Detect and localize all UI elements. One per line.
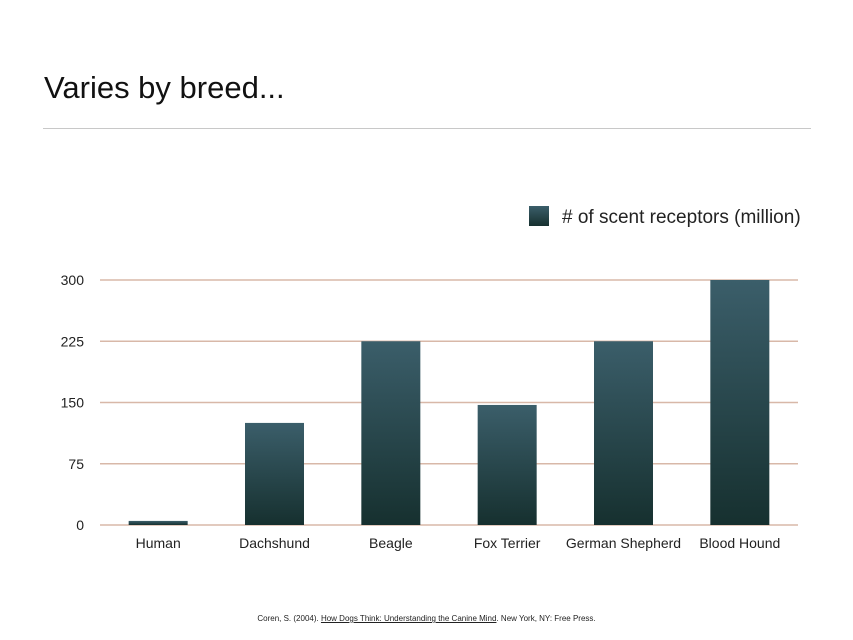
y-tick-label: 300 — [61, 272, 85, 288]
bar-chart: 0 75 150 225 300 Human Dachshund Beagle Fox Ter… — [61, 206, 801, 551]
y-tick-labels: 0 75 150 225 300 — [61, 272, 85, 533]
x-tick-label: Human — [136, 535, 181, 551]
x-tick-label: Dachshund — [239, 535, 310, 551]
legend-swatch — [529, 206, 549, 226]
citation-book-link[interactable]: How Dogs Think: Understanding the Canine… — [320, 614, 497, 623]
x-tick-label: Beagle — [369, 535, 413, 551]
bar-german-shepherd — [594, 341, 653, 525]
bars — [128, 280, 770, 525]
bar-human — [128, 520, 188, 525]
legend-label: # of scent receptors (million) — [562, 207, 801, 228]
legend: # of scent receptors (million) — [529, 206, 801, 228]
bar-blood-hound — [710, 280, 770, 525]
x-tick-label: Fox Terrier — [474, 535, 541, 551]
gridlines — [100, 279, 798, 526]
title-divider — [43, 128, 811, 129]
slide-title: Varies by breed... — [44, 70, 285, 105]
y-tick-label: 225 — [61, 333, 85, 349]
bar-beagle — [361, 341, 421, 525]
bar-fox-terrier — [477, 404, 537, 525]
x-tick-label: Blood Hound — [699, 535, 780, 551]
x-tick-label: German Shepherd — [566, 535, 681, 551]
citation: Coren, S. (2004). How Dogs Think: Unders… — [0, 614, 853, 623]
bar-dachshund — [245, 422, 304, 525]
citation-prefix: Coren, S. (2004). — [257, 614, 321, 623]
y-tick-label: 75 — [68, 456, 84, 472]
y-tick-label: 0 — [76, 517, 84, 533]
y-tick-label: 150 — [61, 395, 85, 411]
citation-suffix: . New York, NY: Free Press. — [496, 614, 596, 623]
x-tick-labels: Human Dachshund Beagle Fox Terrier German Sh… — [136, 535, 781, 551]
